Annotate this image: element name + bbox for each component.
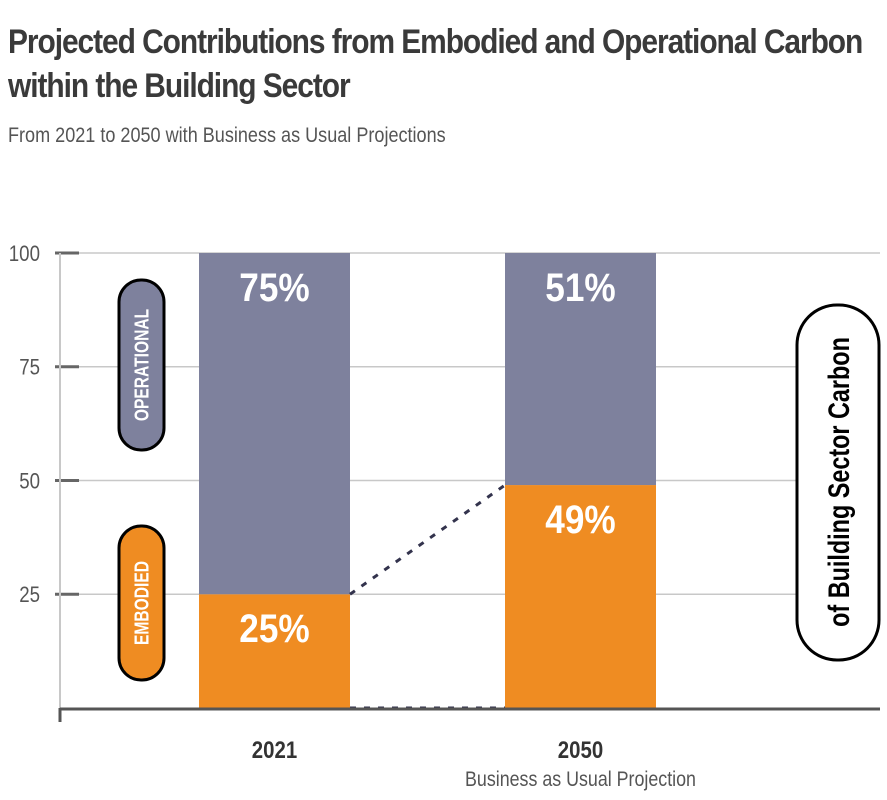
bar-operational-2050 bbox=[505, 253, 656, 486]
y-tick-label-50: 50 bbox=[19, 470, 40, 494]
x-tick-label-2021: 2021 bbox=[252, 736, 297, 763]
chart-title: Projected Contributions from Embodied an… bbox=[8, 23, 863, 105]
connector-top bbox=[349, 483, 506, 596]
data-label-embodied-2021: 25% bbox=[239, 606, 309, 651]
data-label-operational-2021: 75% bbox=[239, 265, 309, 310]
legend-label-operational: OPERATIONAL bbox=[131, 309, 153, 421]
y-axis-label: of Building Sector Carbon bbox=[822, 337, 855, 627]
legend-pill-embodied bbox=[117, 524, 166, 682]
bar-operational-2021 bbox=[199, 253, 350, 595]
bar-embodied-2021 bbox=[199, 594, 350, 708]
x-sublabel-2050: Business as Usual Projection bbox=[465, 768, 696, 792]
data-label-operational-2050: 51% bbox=[545, 265, 615, 310]
legend-label-embodied: EMBODIED bbox=[131, 561, 153, 645]
y-tick-label-100: 100 bbox=[9, 243, 40, 267]
chart-subtitle: From 2021 to 2050 with Business as Usual… bbox=[8, 124, 446, 147]
legend-pill-operational bbox=[117, 278, 166, 452]
y-label-pill bbox=[795, 303, 881, 662]
bar-embodied-2050 bbox=[505, 485, 656, 708]
y-tick-label-25: 25 bbox=[19, 584, 40, 608]
data-label-embodied-2050: 49% bbox=[545, 497, 615, 542]
y-tick-label-75: 75 bbox=[19, 356, 40, 380]
x-tick-label-2050: 2050 bbox=[558, 736, 603, 763]
